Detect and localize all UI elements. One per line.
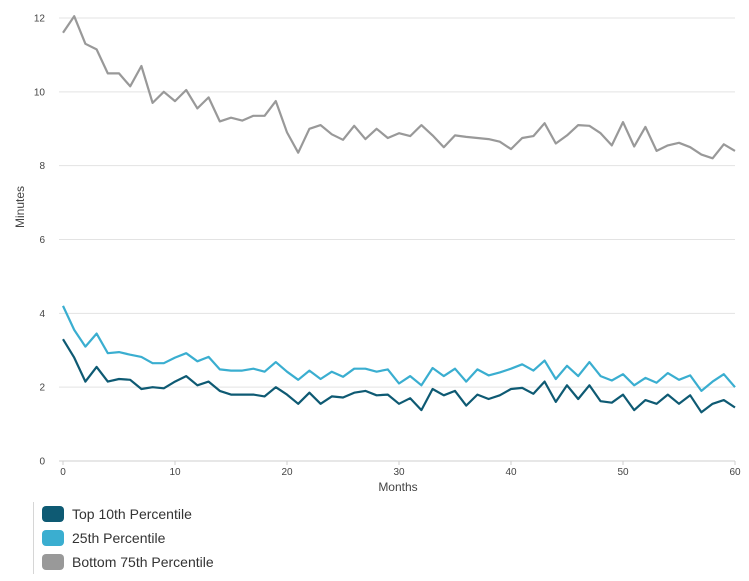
x-tick-labels: 0 10 20 30 40 50 60 bbox=[60, 461, 741, 478]
x-tick-label: 60 bbox=[729, 467, 741, 478]
legend-swatch bbox=[42, 530, 64, 546]
x-tick-label: 50 bbox=[617, 467, 629, 478]
y-tick-label: 10 bbox=[34, 87, 46, 98]
legend-item-top-10th[interactable]: Top 10th Percentile bbox=[42, 502, 342, 526]
legend: Top 10th Percentile 25th Percentile Bott… bbox=[33, 502, 342, 574]
legend-label: 25th Percentile bbox=[72, 530, 166, 546]
x-tick-label: 20 bbox=[281, 467, 293, 478]
series-lines bbox=[62, 15, 736, 414]
x-tick-label: 0 bbox=[60, 467, 66, 478]
series-line-top-10th-percentile bbox=[62, 338, 736, 414]
y-tick-label: 12 bbox=[34, 14, 46, 25]
series-line-bottom-75th-percentile bbox=[62, 15, 736, 160]
y-axis-label: Minutes bbox=[13, 186, 27, 228]
legend-item-25th[interactable]: 25th Percentile bbox=[42, 526, 342, 550]
y-tick-label: 8 bbox=[39, 161, 45, 172]
legend-label: Top 10th Percentile bbox=[72, 506, 192, 522]
y-tick-labels: 0 2 4 6 8 10 12 bbox=[34, 14, 46, 468]
series-line-25th-percentile bbox=[62, 305, 736, 392]
gridlines bbox=[59, 17, 735, 462]
y-tick-label: 4 bbox=[39, 309, 45, 320]
y-tick-label: 6 bbox=[39, 235, 45, 246]
legend-item-bottom-75th[interactable]: Bottom 75th Percentile bbox=[42, 550, 342, 574]
x-tick-label: 30 bbox=[393, 467, 405, 478]
legend-label: Bottom 75th Percentile bbox=[72, 554, 214, 570]
y-tick-label: 0 bbox=[39, 457, 45, 468]
line-chart: 0 2 4 6 8 10 12 0 10 20 30 40 50 60 Minutes Months bbox=[13, 14, 741, 495]
legend-swatch bbox=[42, 554, 64, 570]
x-tick-label: 40 bbox=[505, 467, 517, 478]
legend-swatch bbox=[42, 506, 64, 522]
y-tick-label: 2 bbox=[39, 383, 45, 394]
x-axis-label: Months bbox=[378, 480, 417, 494]
x-tick-label: 10 bbox=[169, 467, 181, 478]
